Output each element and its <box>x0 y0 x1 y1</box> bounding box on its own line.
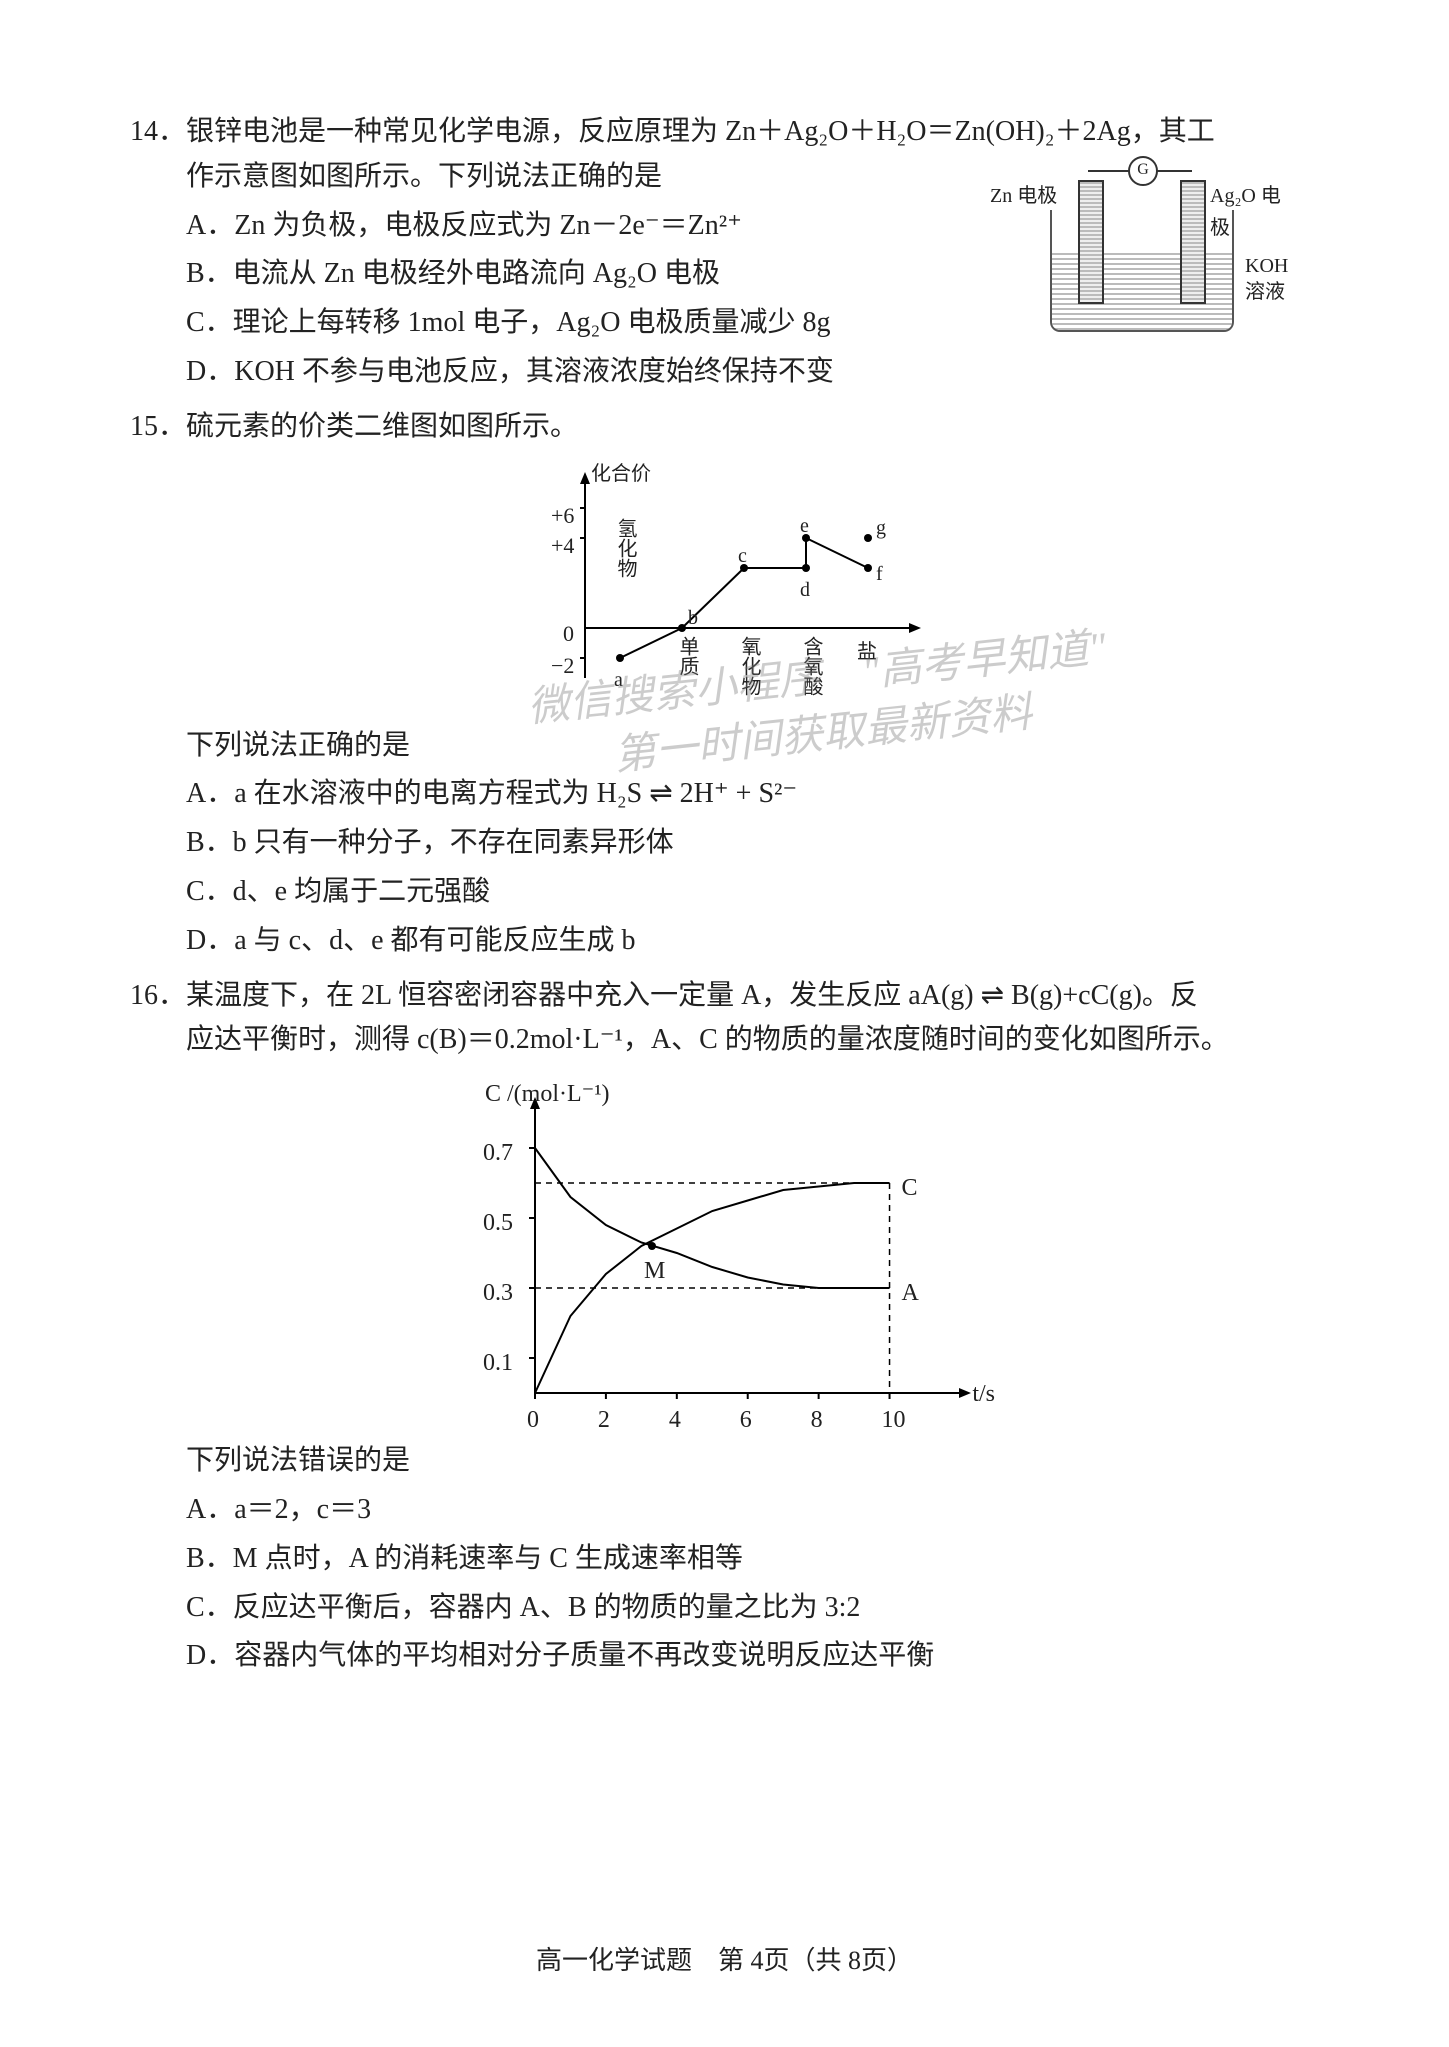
concentration-chart: C /(mol·L⁻¹) t/s 02468100.10.30.50.7 ACM <box>455 1073 995 1433</box>
conc-series-A <box>535 1148 890 1288</box>
q14-line1: 14．银锌电池是一种常见化学电源，反应原理为 Zn＋Ag₂O＋H₂O＝Zn(OH… <box>130 110 1320 155</box>
conc-ytick-0.1: 0.1 <box>483 1344 513 1382</box>
q14-number: 14． <box>130 116 186 147</box>
q16-number: 16． <box>130 980 186 1011</box>
sulfur-point-label-f: f <box>876 558 883 590</box>
sulfur-xcat-2: 氧化物 <box>733 636 765 696</box>
q15-after: 下列说法正确的是 <box>130 724 1320 769</box>
conc-xtick-4: 4 <box>669 1401 681 1439</box>
sulfur-valence-chart: 化合价 +6 +4 0 −2 氢化物 单质 氧化物 含氧酸 盐 abcdefg <box>515 458 935 718</box>
conc-xtick-6: 6 <box>740 1401 752 1439</box>
conc-xtick-2: 2 <box>598 1401 610 1439</box>
sulfur-segment-e-f <box>806 538 868 568</box>
sulfur-point-label-a: a <box>614 664 623 696</box>
sulfur-y-label: 化合价 <box>591 458 651 490</box>
sulfur-yt-n2: −2 <box>551 648 574 683</box>
exam-page: 14．银锌电池是一种常见化学电源，反应原理为 Zn＋Ag₂O＋H₂O＝Zn(OH… <box>0 0 1449 2047</box>
sulfur-point-label-e: e <box>800 510 809 542</box>
q16-stem2: 应达平衡时，测得 c(B)＝0.2mol·L⁻¹，A、C 的物质的量浓度随时间的… <box>130 1018 1320 1063</box>
battery-electrode-zn <box>1078 180 1104 304</box>
q16-line1: 16．某温度下，在 2L 恒容密闭容器中充入一定量 A，发生反应 aA(g) ⇌… <box>130 974 1320 1019</box>
q15-optB: B．b 只有一种分子，不存在同素异形体 <box>130 821 1320 866</box>
sulfur-chart-svg <box>515 458 935 718</box>
conc-y-label: C /(mol·L⁻¹) <box>485 1075 610 1113</box>
sulfur-point-g <box>864 534 872 542</box>
battery-diagram: Zn 电极 Ag₂O 电极 KOH 溶液 G <box>990 150 1300 350</box>
battery-koh-label-2: 溶液 <box>1245 276 1285 308</box>
galvanometer-icon: G <box>1128 156 1158 186</box>
q15-line: 15．硫元素的价类二维图如图所示。 <box>130 405 1320 450</box>
conc-ytick-0.5: 0.5 <box>483 1204 513 1242</box>
sulfur-xcat-1: 单质 <box>671 636 703 676</box>
battery-left-label: Zn 电极 <box>990 180 1057 212</box>
q15-optD: D．a 与 c、d、e 都有可能反应生成 b <box>130 919 1320 964</box>
conc-point-M <box>648 1242 656 1250</box>
conc-xtick-8: 8 <box>811 1401 823 1439</box>
sulfur-xcat-3: 含氧酸 <box>795 636 827 696</box>
q15-optC: C．d、e 均属于二元强酸 <box>130 870 1320 915</box>
q14-stem1: 银锌电池是一种常见化学电源，反应原理为 Zn＋Ag₂O＋H₂O＝Zn(OH)₂＋… <box>186 116 1215 147</box>
sulfur-yt-0: 0 <box>563 616 574 651</box>
question-14: 14．银锌电池是一种常见化学电源，反应原理为 Zn＋Ag₂O＋H₂O＝Zn(OH… <box>130 110 1320 395</box>
question-15: 15．硫元素的价类二维图如图所示。 <box>130 405 1320 964</box>
q16-optA: A．a＝2，c＝3 <box>130 1488 1320 1533</box>
q16-optD: D．容器内气体的平均相对分子质量不再改变说明反应达平衡 <box>130 1634 1320 1679</box>
conc-ytick-0.7: 0.7 <box>483 1134 513 1172</box>
q15-number: 15． <box>130 411 186 442</box>
conc-chart-svg <box>455 1073 995 1433</box>
content-area: 14．银锌电池是一种常见化学电源，反应原理为 Zn＋Ag₂O＋H₂O＝Zn(OH… <box>130 110 1320 1689</box>
sulfur-point-label-d: d <box>800 574 810 606</box>
sulfur-xcat-4: 盐 <box>857 636 877 668</box>
q16-optB: B．M 点时，A 的消耗速率与 C 生成速率相等 <box>130 1537 1320 1582</box>
q15-optA: A．a 在水溶液中的电离方程式为 H₂S ⇌ 2H⁺ + S²⁻ <box>130 772 1320 817</box>
question-16: 16．某温度下，在 2L 恒容密闭容器中充入一定量 A，发生反应 aA(g) ⇌… <box>130 974 1320 1680</box>
sulfur-point-label-b: b <box>688 602 698 634</box>
conc-series-label-A: A <box>902 1274 919 1312</box>
q16-optC: C．反应达平衡后，容器内 A、B 的物质的量之比为 3:2 <box>130 1586 1320 1631</box>
q15-stem: 硫元素的价类二维图如图所示。 <box>186 411 578 442</box>
conc-series-label-C: C <box>902 1169 918 1207</box>
q16-stem1: 某温度下，在 2L 恒容密闭容器中充入一定量 A，发生反应 aA(g) ⇌ B(… <box>186 980 1198 1011</box>
conc-xtick-10: 10 <box>882 1401 906 1439</box>
q16-after: 下列说法错误的是 <box>130 1439 1320 1484</box>
sulfur-yt-4: +4 <box>551 528 574 563</box>
conc-x-label: t/s <box>972 1375 995 1413</box>
q14-optD: D．KOH 不参与电池反应，其溶液浓度始终保持不变 <box>130 350 1320 395</box>
sulfur-point-label-g: g <box>876 512 886 544</box>
conc-ytick-0.3: 0.3 <box>483 1274 513 1312</box>
sulfur-xcat-0: 氢化物 <box>609 518 641 578</box>
sulfur-point-label-c: c <box>738 540 747 572</box>
battery-electrode-ag2o <box>1180 180 1206 304</box>
page-footer: 高一化学试题 第 4页（共 8页） <box>0 1940 1449 1977</box>
conc-label-M: M <box>644 1252 665 1290</box>
conc-xtick-0: 0 <box>527 1401 539 1439</box>
